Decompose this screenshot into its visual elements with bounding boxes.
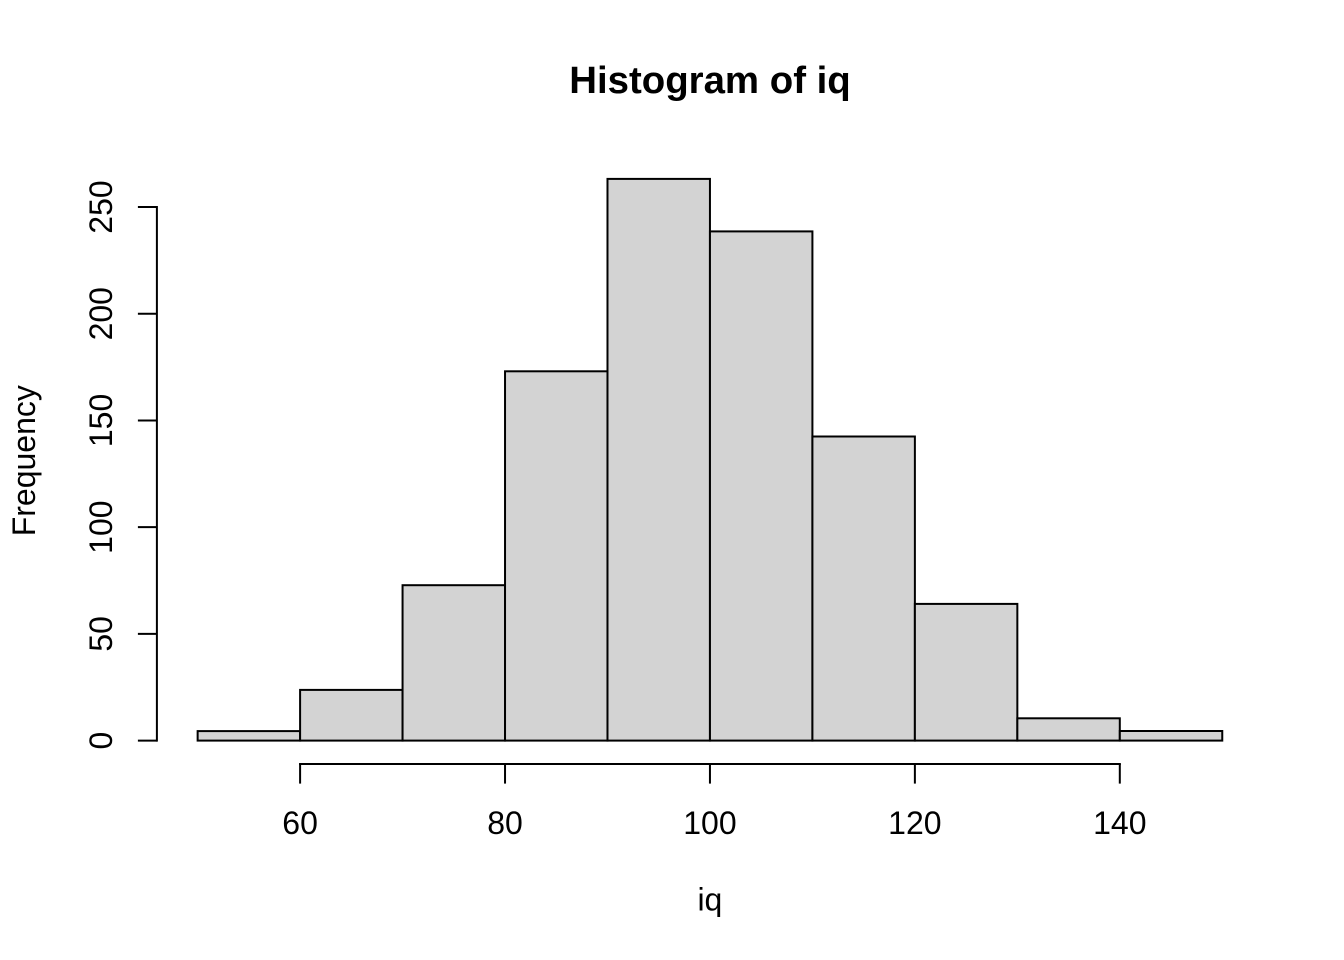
svg-text:Frequency: Frequency (6, 385, 42, 536)
svg-text:250: 250 (83, 180, 119, 233)
svg-text:100: 100 (683, 805, 736, 841)
svg-text:80: 80 (487, 805, 523, 841)
svg-text:140: 140 (1093, 805, 1146, 841)
svg-text:120: 120 (888, 805, 941, 841)
svg-text:50: 50 (83, 616, 119, 652)
svg-text:60: 60 (282, 805, 318, 841)
svg-text:iq: iq (697, 882, 722, 918)
svg-text:200: 200 (83, 287, 119, 340)
svg-text:Histogram of iq: Histogram of iq (569, 59, 851, 102)
svg-text:100: 100 (83, 500, 119, 553)
svg-text:150: 150 (83, 394, 119, 447)
svg-text:0: 0 (83, 732, 119, 750)
